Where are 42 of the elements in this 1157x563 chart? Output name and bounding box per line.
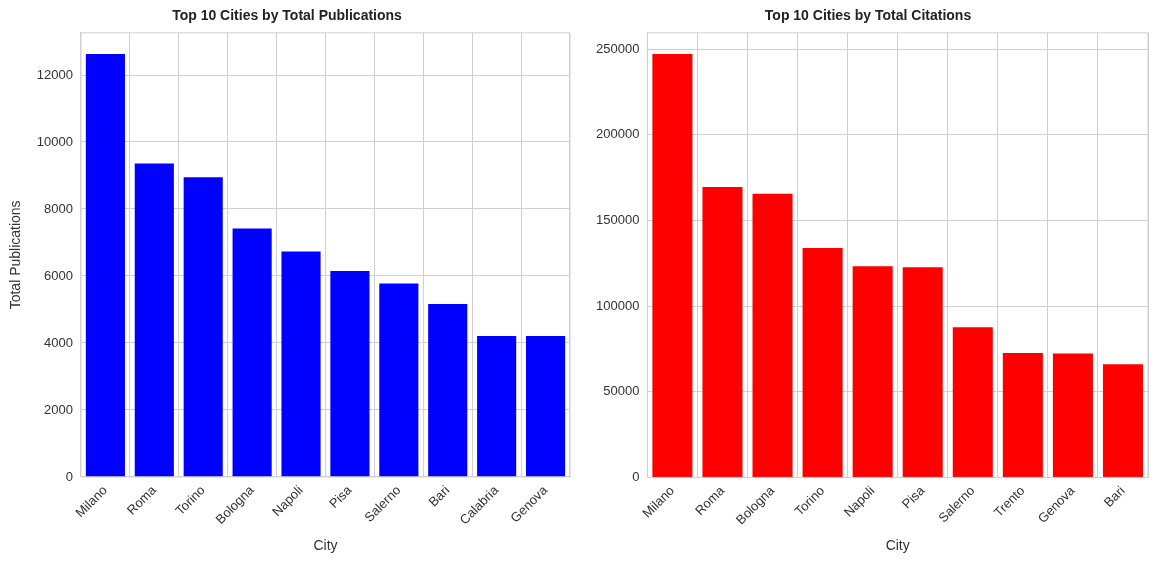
bar (525, 335, 566, 477)
y-tick-label: 4000 (44, 334, 73, 350)
x-tick-label: Pisa (898, 482, 928, 512)
y-tick-label: 200000 (595, 126, 640, 142)
x-tick-label: Bari (425, 482, 453, 510)
y-tick-label: 8000 (44, 200, 73, 216)
y-tick-label: 0 (65, 468, 73, 484)
bar (1102, 364, 1143, 477)
y-tick-label: 10000 (36, 133, 73, 149)
y-tick-label: 50000 (603, 383, 640, 399)
chart-title: Top 10 Cities by Total Publications (172, 7, 403, 24)
bar (802, 247, 843, 477)
bar (330, 270, 370, 477)
x-axis-title: City (313, 537, 338, 554)
y-tick-label: 250000 (595, 40, 640, 56)
bar (702, 186, 743, 477)
bar (85, 54, 125, 477)
bar (902, 267, 943, 477)
bar (1002, 352, 1043, 477)
y-tick-label: 12000 (36, 66, 73, 82)
bar (183, 177, 223, 477)
y-tick-label: 6000 (44, 267, 73, 283)
bar (428, 304, 468, 477)
y-tick-label: 2000 (44, 401, 73, 417)
bar (232, 228, 272, 477)
bar (752, 193, 793, 477)
bar (1052, 353, 1093, 477)
bar (652, 54, 693, 477)
y-tick-label: 100000 (595, 297, 640, 313)
bar (134, 163, 174, 477)
bar (952, 327, 993, 477)
bar (379, 283, 419, 477)
bar (281, 251, 321, 477)
x-tick-label: Bari (1100, 482, 1128, 510)
y-tick-label: 150000 (595, 212, 640, 228)
x-axis-title: City (885, 537, 910, 554)
y-tick-label: 0 (632, 469, 640, 485)
chart-title: Top 10 Cities by Total Citations (764, 7, 972, 24)
x-tick-label: Pisa (326, 481, 356, 511)
bar (477, 335, 517, 477)
y-axis-title: Total Publications (7, 200, 24, 310)
bar (852, 266, 893, 477)
